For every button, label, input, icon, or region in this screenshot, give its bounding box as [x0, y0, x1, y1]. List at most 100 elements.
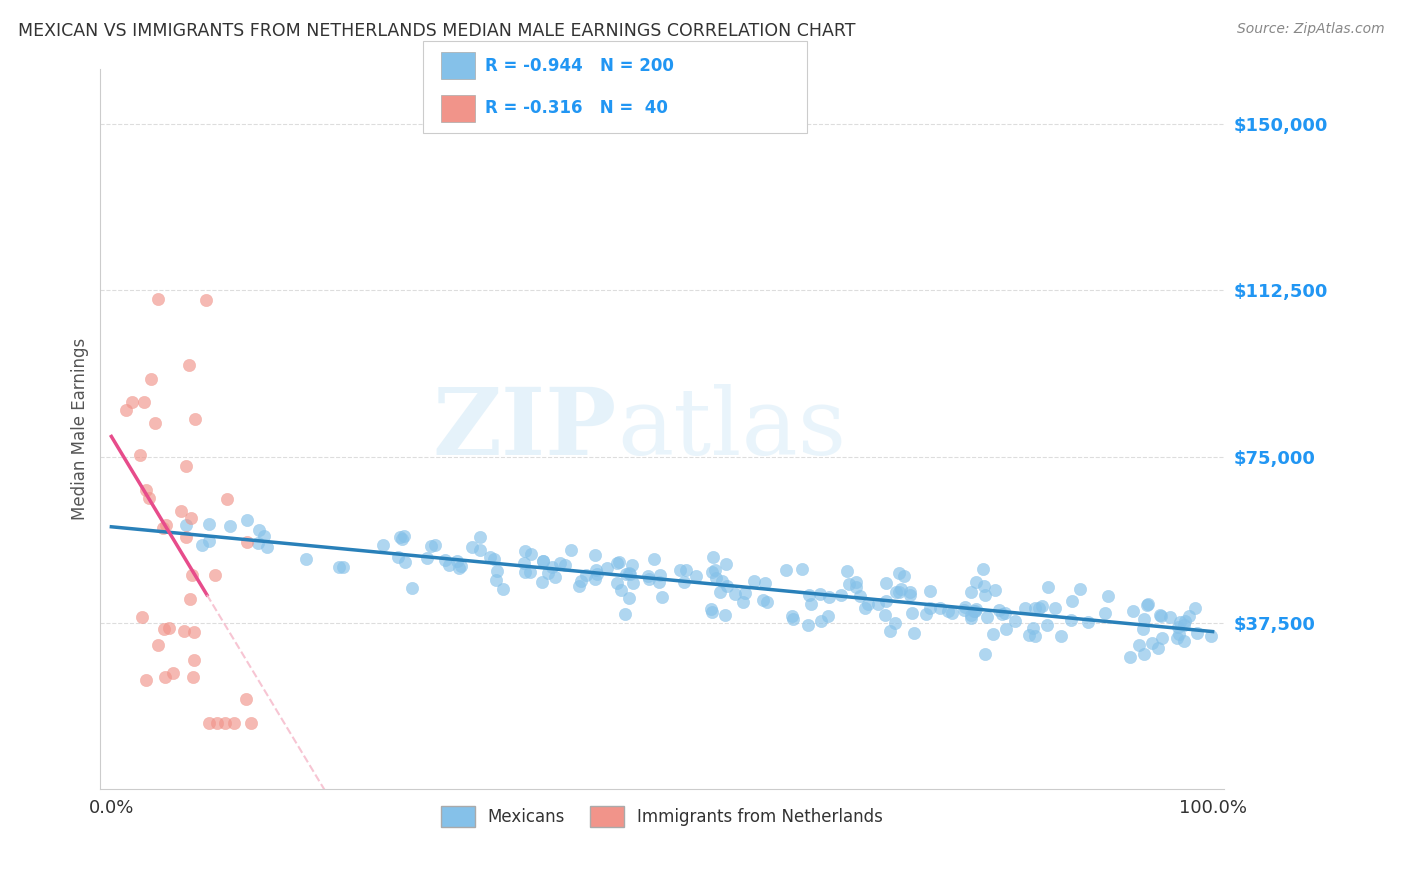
Point [585, 567, 607, 582]
Point [706, 570, 728, 584]
Point [782, 612, 804, 626]
Point [1060, 613, 1083, 627]
Point [541, 559, 564, 574]
Point [131, 610, 153, 624]
Point [990, 607, 1012, 621]
Point [1024, 601, 1046, 615]
Point [1135, 598, 1157, 612]
Point [637, 569, 659, 583]
Point [583, 549, 606, 563]
Point [544, 570, 567, 584]
Point [965, 602, 987, 616]
Point [470, 530, 492, 544]
Point [294, 552, 316, 566]
Point [987, 602, 1010, 616]
Point [569, 574, 592, 588]
Point [875, 594, 897, 608]
Point [190, 538, 212, 552]
Text: R = -0.944   N = 200: R = -0.944 N = 200 [485, 57, 673, 75]
Point [1128, 638, 1150, 652]
Point [837, 564, 859, 578]
Point [513, 565, 536, 579]
Point [995, 622, 1018, 636]
Point [152, 521, 174, 535]
Point [848, 589, 870, 603]
Point [155, 518, 177, 533]
Point [240, 715, 263, 730]
Point [198, 533, 221, 548]
Point [965, 575, 987, 590]
Point [647, 574, 669, 589]
Point [121, 395, 143, 409]
Point [817, 590, 839, 604]
Point [479, 550, 502, 565]
Point [936, 604, 959, 618]
Point [884, 615, 907, 630]
Point [893, 568, 915, 582]
Point [702, 605, 724, 619]
Point [389, 530, 412, 544]
Point [135, 483, 157, 498]
Point [700, 601, 723, 615]
Point [810, 587, 832, 601]
Point [797, 588, 820, 602]
Point [1077, 615, 1099, 629]
Point [183, 652, 205, 666]
Point [643, 552, 665, 566]
Point [800, 597, 823, 611]
Point [148, 292, 170, 306]
Point [1060, 593, 1083, 607]
Point [614, 607, 637, 621]
Point [614, 567, 637, 582]
Point [138, 491, 160, 505]
Point [796, 618, 818, 632]
Point [976, 610, 998, 624]
Point [1132, 648, 1154, 662]
Point [1004, 614, 1026, 628]
Text: Source: ZipAtlas.com: Source: ZipAtlas.com [1237, 22, 1385, 37]
Point [780, 609, 803, 624]
Point [875, 607, 897, 622]
Point [181, 670, 204, 684]
Point [174, 458, 197, 473]
Point [114, 403, 136, 417]
Point [754, 575, 776, 590]
Point [1149, 607, 1171, 622]
Point [1028, 601, 1050, 615]
Point [1150, 609, 1173, 624]
Point [194, 293, 217, 307]
Point [554, 558, 576, 573]
Legend: Mexicans, Immigrants from Netherlands: Mexicans, Immigrants from Netherlands [433, 798, 891, 835]
Point [1137, 597, 1160, 611]
Point [875, 576, 897, 591]
Point [959, 611, 981, 625]
Point [1018, 628, 1040, 642]
Point [960, 585, 983, 599]
Point [513, 543, 536, 558]
Point [711, 574, 734, 588]
Point [256, 541, 278, 555]
Point [973, 588, 995, 602]
Point [214, 715, 236, 730]
Point [675, 563, 697, 577]
Text: atlas: atlas [617, 384, 846, 474]
Point [1069, 582, 1091, 596]
Text: ZIP: ZIP [433, 384, 617, 474]
Point [973, 579, 995, 593]
Point [610, 582, 633, 597]
Point [1159, 610, 1181, 624]
Point [1097, 589, 1119, 603]
Point [531, 554, 554, 568]
Point [181, 567, 204, 582]
Point [1177, 609, 1199, 624]
Point [724, 587, 747, 601]
Point [387, 550, 409, 565]
Point [941, 606, 963, 620]
Point [703, 563, 725, 577]
Point [1024, 630, 1046, 644]
Point [461, 541, 484, 555]
Point [491, 582, 513, 596]
Point [617, 566, 640, 581]
Point [716, 579, 738, 593]
Point [391, 533, 413, 547]
